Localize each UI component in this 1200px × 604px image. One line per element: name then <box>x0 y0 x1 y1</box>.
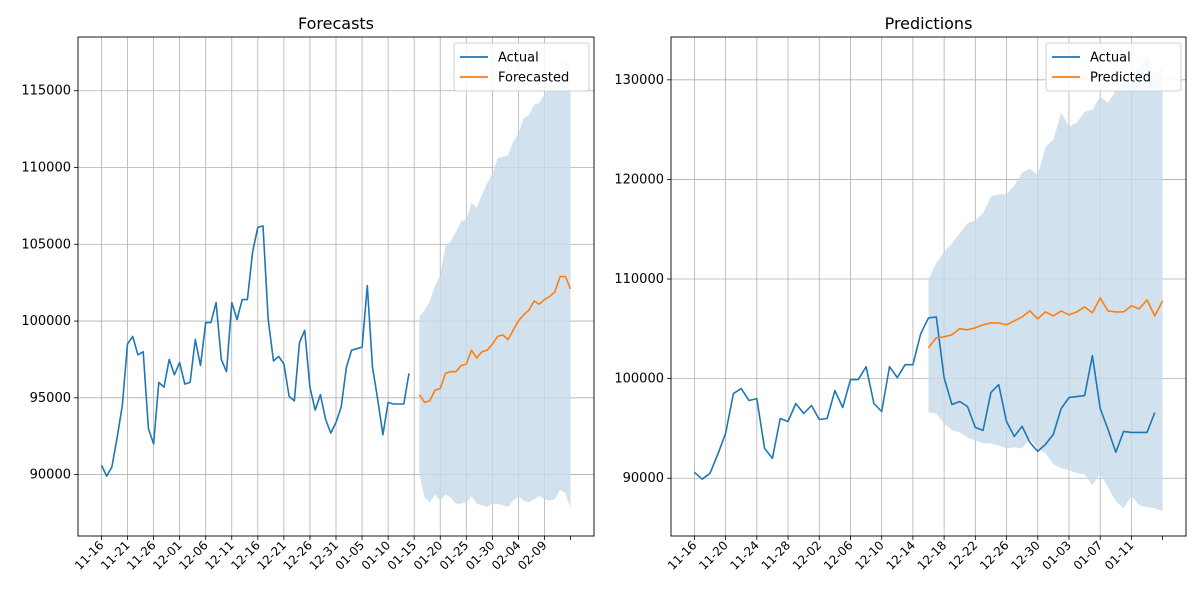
x-tick-label: 11-28 <box>759 538 794 573</box>
x-tick-label: 02-04 <box>489 538 524 573</box>
y-tick-label: 110000 <box>21 161 71 176</box>
x-tick-label: 12-16 <box>228 538 263 573</box>
x-tick-label: 11-16 <box>665 538 700 573</box>
y-tick-label: 90000 <box>623 471 664 486</box>
y-tick-label: 110000 <box>614 272 664 287</box>
chart-title: Forecasts <box>298 14 374 33</box>
legend-frame <box>1045 42 1182 92</box>
series-line-predicted <box>927 297 1164 349</box>
x-tick-label: 01-30 <box>463 538 498 573</box>
series-line-actual <box>100 225 410 477</box>
x-tick-label: 11-24 <box>727 538 762 573</box>
x-tick-label: 12-26 <box>977 538 1012 573</box>
confidence-band <box>419 60 571 509</box>
y-tick-label: 90000 <box>30 468 71 483</box>
x-tick-label: 12-18 <box>915 538 950 573</box>
x-tick-label: 02-09 <box>515 538 550 573</box>
x-tick-label: 01-07 <box>1071 538 1106 573</box>
axes-frame <box>670 36 1187 537</box>
y-tick-label: 130000 <box>614 73 664 88</box>
y-tick-label: 105000 <box>21 237 71 252</box>
series-line-actual <box>693 316 1156 481</box>
x-tick-label: 11-20 <box>696 538 731 573</box>
x-tick-label: 12-30 <box>1008 538 1043 573</box>
legend-label: Predicted <box>1090 71 1151 86</box>
legend: Actual Predicted <box>1045 42 1182 92</box>
x-tick-label: 12-10 <box>852 538 887 573</box>
y-tick-label: 120000 <box>614 172 664 187</box>
legend-frame <box>453 42 590 92</box>
legend: Actual Forecasted <box>453 42 590 92</box>
x-tick-label: 01-25 <box>437 538 472 573</box>
y-tick-label: 95000 <box>30 391 71 406</box>
x-tick-label: 12-06 <box>821 538 856 573</box>
chart-title: Predictions <box>885 14 973 33</box>
y-tick-label: 115000 <box>21 84 71 99</box>
confidence-band <box>928 55 1163 512</box>
x-tick-label: 12-26 <box>281 538 316 573</box>
x-tick-label: 12-21 <box>254 538 289 573</box>
chart-panel-1: 11-1611-2111-2612-0112-0612-1112-1612-21… <box>21 14 595 573</box>
x-tick-label: 01-11 <box>1102 538 1137 573</box>
legend-label: Actual <box>1090 51 1131 66</box>
x-tick-label: 12-22 <box>946 538 981 573</box>
x-tick-label: 12-14 <box>883 538 918 573</box>
series-line-forecasted <box>418 275 572 404</box>
y-tick-label: 100000 <box>21 314 71 329</box>
legend-label: Actual <box>498 51 539 66</box>
x-tick-label: 12-11 <box>202 538 237 573</box>
legend-label: Forecasted <box>498 71 569 86</box>
x-tick-label: 12-02 <box>790 538 825 573</box>
chart-panel-2: 11-1611-2011-2411-2812-0212-0612-1012-14… <box>614 14 1187 573</box>
x-tick-label: 01-03 <box>1040 538 1075 573</box>
y-tick-label: 100000 <box>614 372 664 387</box>
